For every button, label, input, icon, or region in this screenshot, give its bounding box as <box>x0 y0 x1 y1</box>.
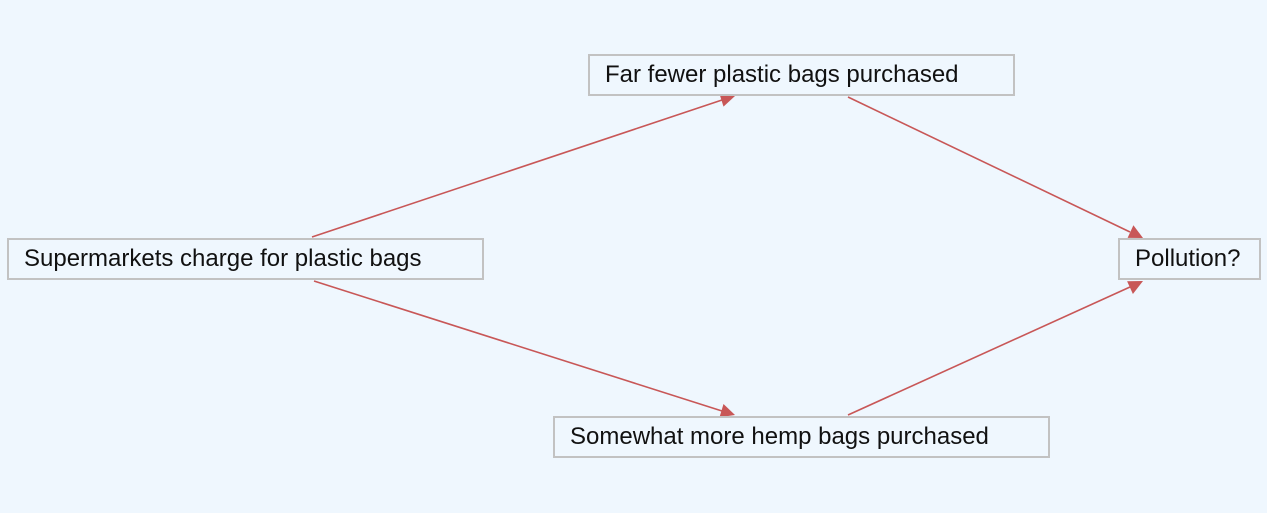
node-label: Supermarkets charge for plastic bags <box>24 245 422 272</box>
node-label: Far fewer plastic bags purchased <box>605 61 959 88</box>
edge-supermarkets-to-plastic <box>311 93 735 238</box>
node-label: Somewhat more hemp bags purchased <box>570 423 989 450</box>
node-supermarkets-charge: Supermarkets charge for plastic bags <box>7 238 484 280</box>
node-more-hemp-bags: Somewhat more hemp bags purchased <box>553 416 1050 458</box>
node-pollution: Pollution? <box>1118 238 1261 280</box>
edge-hemp-to-pollution <box>847 281 1143 416</box>
node-fewer-plastic-bags: Far fewer plastic bags purchased <box>588 54 1015 96</box>
edge-supermarkets-to-hemp <box>313 280 735 418</box>
node-label: Pollution? <box>1135 245 1241 272</box>
edge-plastic-to-pollution <box>847 96 1143 238</box>
